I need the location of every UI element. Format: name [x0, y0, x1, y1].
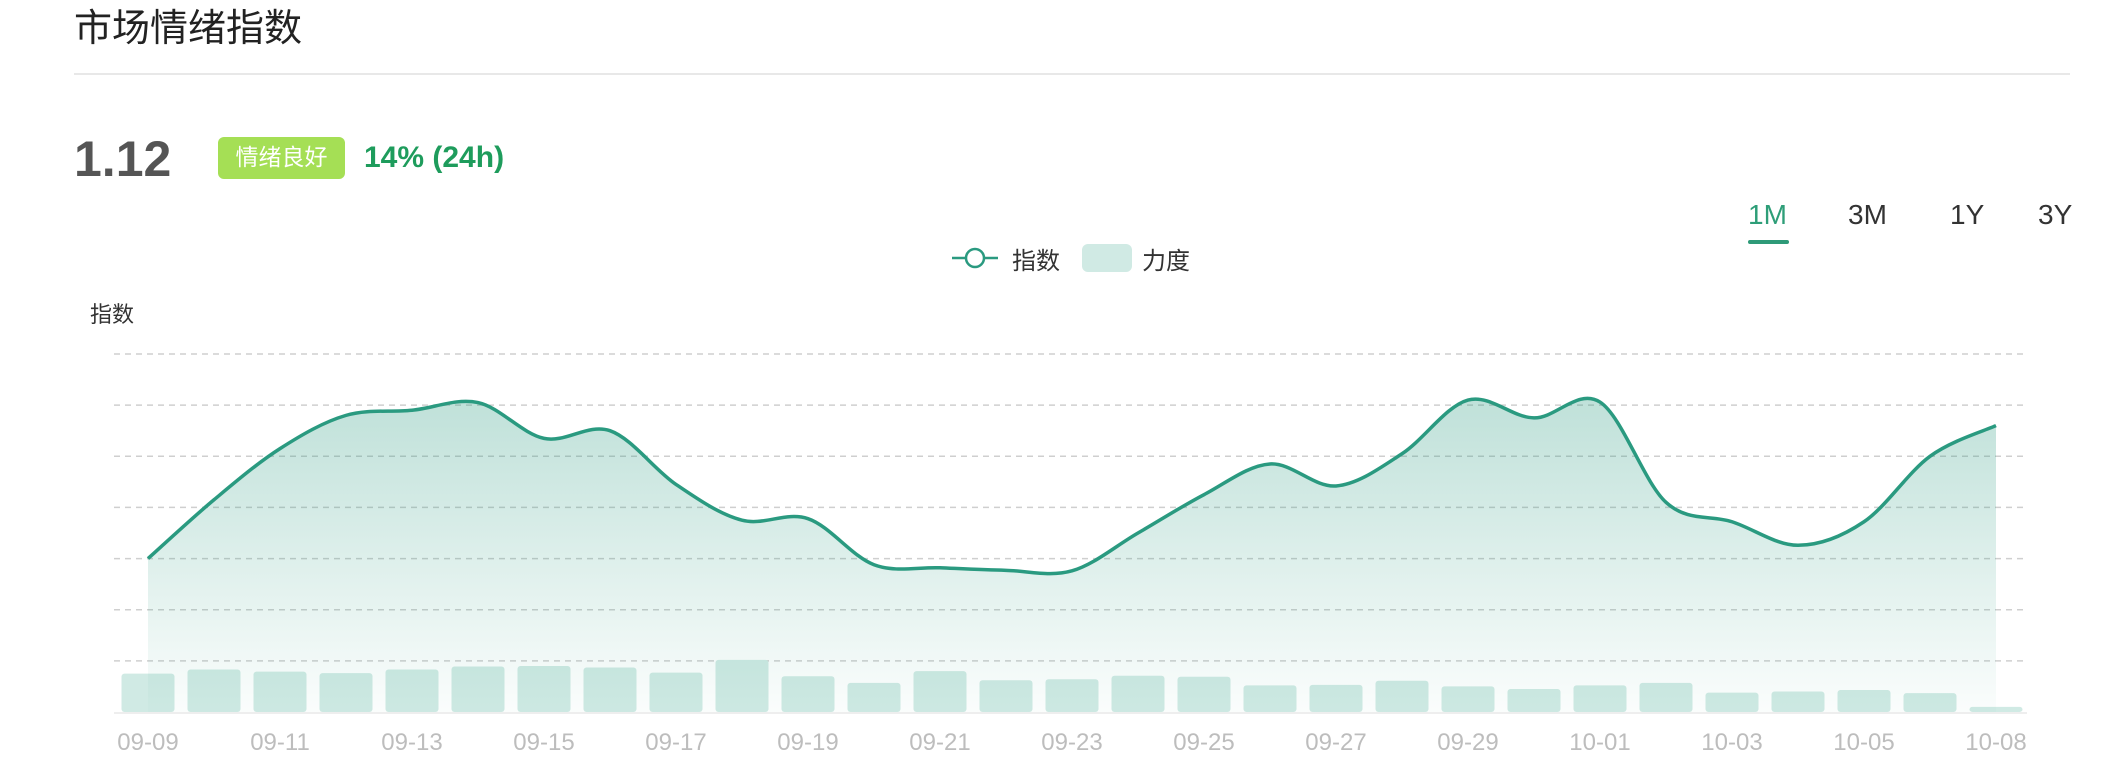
legend-label-index[interactable]: 指数: [1012, 246, 1060, 275]
index-area: [148, 398, 1996, 712]
index-point[interactable]: [1924, 450, 1936, 462]
x-tick-label: 10-05: [1833, 729, 1894, 756]
index-point[interactable]: [934, 562, 946, 574]
index-point[interactable]: [208, 494, 220, 506]
index-point[interactable]: [1792, 539, 1804, 551]
index-point[interactable]: [736, 514, 748, 526]
index-point[interactable]: [1330, 480, 1342, 492]
x-tick-label: 09-21: [909, 729, 970, 756]
legend: 指数 力度: [950, 240, 1190, 276]
bar-legend-swatch[interactable]: [1082, 244, 1132, 272]
x-tick-label: 09-17: [645, 729, 706, 756]
legend-label-strength[interactable]: 力度: [1142, 246, 1190, 275]
index-point[interactable]: [802, 513, 814, 525]
index-point[interactable]: [1264, 458, 1276, 470]
index-point[interactable]: [406, 404, 418, 416]
index-value: 1.12: [74, 131, 172, 187]
tab-3m[interactable]: 3M: [1848, 199, 1887, 230]
x-tick-label: 09-23: [1041, 729, 1102, 756]
tab-3y[interactable]: 3Y: [2038, 199, 2073, 230]
active-tab-indicator: [1748, 240, 1789, 244]
page-title: 市场情绪指数: [74, 6, 303, 50]
index-point[interactable]: [274, 443, 286, 455]
index-point[interactable]: [472, 397, 484, 409]
y-axis-label: 指数: [90, 303, 135, 328]
x-tick-label: 09-29: [1437, 729, 1498, 756]
tab-1m[interactable]: 1M: [1748, 199, 1787, 230]
x-tick-label: 09-15: [513, 729, 574, 756]
index-point[interactable]: [538, 432, 550, 444]
index-point[interactable]: [142, 553, 154, 565]
x-tick-label: 09-09: [117, 729, 178, 756]
index-point[interactable]: [1396, 448, 1408, 460]
x-tick-label: 09-19: [777, 729, 838, 756]
index-point[interactable]: [1528, 412, 1540, 424]
index-point[interactable]: [1726, 516, 1738, 528]
x-tick-label: 09-27: [1305, 729, 1366, 756]
x-tick-label: 10-01: [1569, 729, 1630, 756]
index-point[interactable]: [1132, 527, 1144, 539]
x-tick-label: 09-11: [250, 729, 310, 756]
index-point[interactable]: [1660, 496, 1672, 508]
index-line[interactable]: [146, 396, 1997, 576]
index-point[interactable]: [868, 559, 880, 571]
index-point[interactable]: [1594, 396, 1606, 408]
line-legend-icon[interactable]: [950, 243, 1000, 273]
index-point[interactable]: [1858, 516, 1870, 528]
x-tick-label: 09-25: [1173, 729, 1234, 756]
x-tick-label: 10-03: [1701, 729, 1762, 756]
x-tick-label: 09-13: [381, 729, 442, 756]
index-point[interactable]: [1066, 565, 1078, 577]
index-point[interactable]: [670, 478, 682, 490]
sentiment-badge: 情绪良好: [218, 137, 345, 179]
index-point[interactable]: [1198, 489, 1210, 501]
index-point[interactable]: [1990, 420, 2002, 432]
divider: [74, 73, 2070, 75]
index-point[interactable]: [340, 409, 352, 421]
index-point[interactable]: [1462, 394, 1474, 406]
change-24h: 14% (24h): [364, 141, 505, 174]
x-tick-label: 10-08: [1965, 729, 2026, 756]
tab-1y[interactable]: 1Y: [1950, 199, 1985, 230]
index-point[interactable]: [604, 425, 616, 437]
index-point[interactable]: [1000, 564, 1012, 576]
